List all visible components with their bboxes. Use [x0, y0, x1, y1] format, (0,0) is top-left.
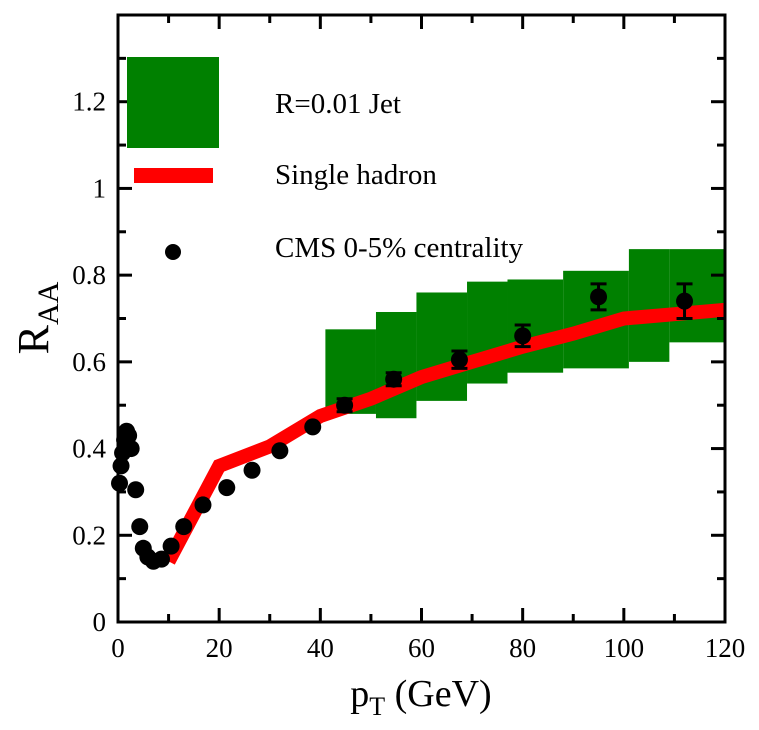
x-axis-title-sub: T — [369, 692, 385, 721]
x-axis-title: pT (GeV) — [350, 673, 491, 721]
jet-band-segment-7 — [669, 249, 725, 343]
x-tick-label-4: 80 — [509, 633, 536, 663]
cms-points-group — [111, 282, 694, 570]
y-tick-label-1: 0.2 — [72, 520, 106, 550]
cms-point-0 — [111, 474, 129, 492]
cms-point-24 — [590, 288, 608, 306]
cms-point-15 — [194, 496, 212, 514]
legend: R=0.01 Jet Single hadron CMS 0-5% centra… — [127, 57, 524, 264]
plot-frame — [116, 13, 727, 624]
y-tick-label-4: 0.8 — [72, 260, 106, 290]
cms-point-16 — [218, 479, 236, 497]
tick-labels-group: 0 20 40 60 80 100 120 0 0.2 0.4 0.6 0.8 1 1.2 — [72, 87, 745, 663]
single-hadron-group — [162, 302, 726, 565]
y-axis-title-main: R — [9, 324, 58, 354]
cms-point-22 — [450, 351, 468, 369]
legend-swatch-line — [134, 168, 213, 183]
cms-point-7 — [127, 481, 145, 499]
x-tick-label-3: 60 — [408, 633, 435, 663]
cms-point-23 — [514, 327, 532, 345]
y-tick-label-2: 0.4 — [72, 434, 106, 464]
x-tick-label-6: 120 — [705, 633, 746, 663]
x-tick-label-5: 100 — [604, 633, 645, 663]
y-tick-label-6: 1.2 — [72, 87, 106, 117]
cms-point-17 — [243, 461, 261, 479]
legend-label-jet: R=0.01 Jet — [275, 88, 401, 120]
jet-band-segment-2 — [416, 292, 468, 401]
cms-point-19 — [304, 418, 322, 436]
cms-point-21 — [385, 370, 403, 388]
y-tick-label-0: 0 — [93, 607, 107, 637]
legend-label-cms: CMS 0-5% centrality — [275, 232, 524, 264]
x-axis-title-main: p — [350, 673, 369, 715]
single-hadron-line — [162, 302, 726, 565]
x-tick-label-0: 0 — [111, 633, 125, 663]
jet-band-segment-6 — [628, 249, 670, 362]
y-tick-label-5: 1 — [93, 173, 107, 203]
y-tick-label-3: 0.6 — [72, 347, 106, 377]
cms-point-13 — [162, 537, 180, 555]
x-tick-label-2: 40 — [307, 633, 334, 663]
y-axis-title-sub: AA — [32, 281, 65, 325]
cms-point-14 — [175, 518, 193, 536]
x-tick-label-1: 20 — [206, 633, 233, 663]
cms-point-20 — [336, 396, 354, 414]
x-axis-title-unit: (GeV) — [385, 673, 492, 715]
cms-point-5 — [120, 427, 138, 445]
cms-point-25 — [676, 292, 694, 310]
legend-label-hadron: Single hadron — [275, 159, 437, 191]
cms-point-12 — [153, 550, 171, 568]
cms-point-18 — [271, 442, 289, 460]
y-axis-title: RAA — [9, 281, 65, 354]
legend-swatch-band — [127, 57, 219, 148]
cms-point-8 — [131, 518, 149, 536]
jet-band-segment-1 — [375, 311, 417, 419]
legend-swatch-marker — [165, 244, 181, 260]
